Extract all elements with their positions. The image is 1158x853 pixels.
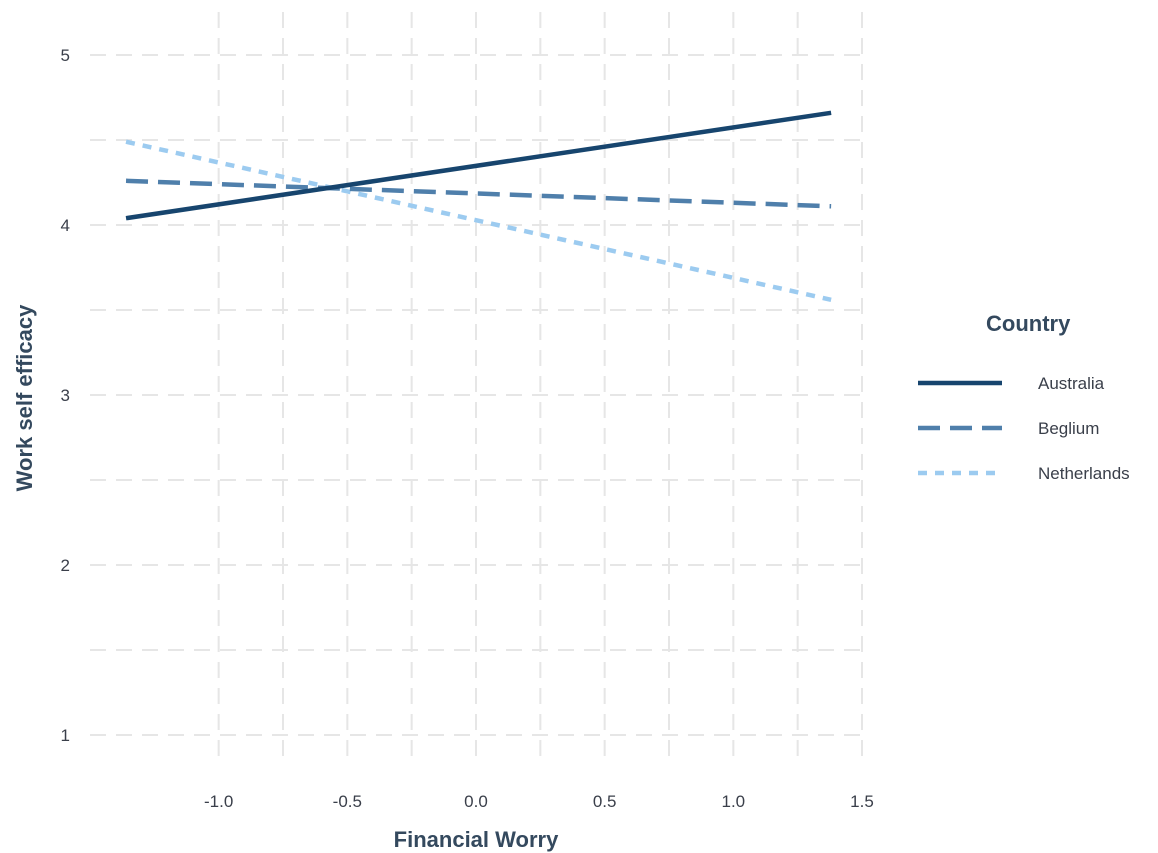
series-line-netherlands <box>125 139 832 302</box>
y-axis-ticks: 1 2 3 4 5 <box>61 46 70 745</box>
y-tick-label: 5 <box>61 46 70 65</box>
series-line-australia <box>125 110 832 221</box>
x-tick-label: 0.0 <box>464 792 488 811</box>
legend-label-beglium: Beglium <box>1038 419 1099 438</box>
x-tick-label: 0.5 <box>593 792 617 811</box>
x-tick-label: -1.0 <box>204 792 233 811</box>
x-tick-label: 1.0 <box>722 792 746 811</box>
series-lines <box>125 110 832 302</box>
y-tick-label: 4 <box>61 216 70 235</box>
legend-title: Country <box>986 311 1071 336</box>
legend-items: Australia Beglium Netherlands <box>918 374 1130 483</box>
x-tick-label: -0.5 <box>333 792 362 811</box>
y-axis-title: Work self efficacy <box>12 304 37 491</box>
x-axis-title: Financial Worry <box>394 827 559 852</box>
y-tick-label: 1 <box>61 726 70 745</box>
x-axis-ticks: -1.0 -0.5 0.0 0.5 1.0 1.5 <box>204 792 874 811</box>
series-line-beglium <box>125 178 832 209</box>
y-tick-label: 2 <box>61 556 70 575</box>
grid <box>90 12 863 760</box>
x-tick-label: 1.5 <box>850 792 874 811</box>
y-tick-label: 3 <box>61 386 70 405</box>
legend-label-netherlands: Netherlands <box>1038 464 1130 483</box>
legend-label-australia: Australia <box>1038 374 1105 393</box>
legend: Country Australia Beglium Netherlands <box>918 311 1130 483</box>
